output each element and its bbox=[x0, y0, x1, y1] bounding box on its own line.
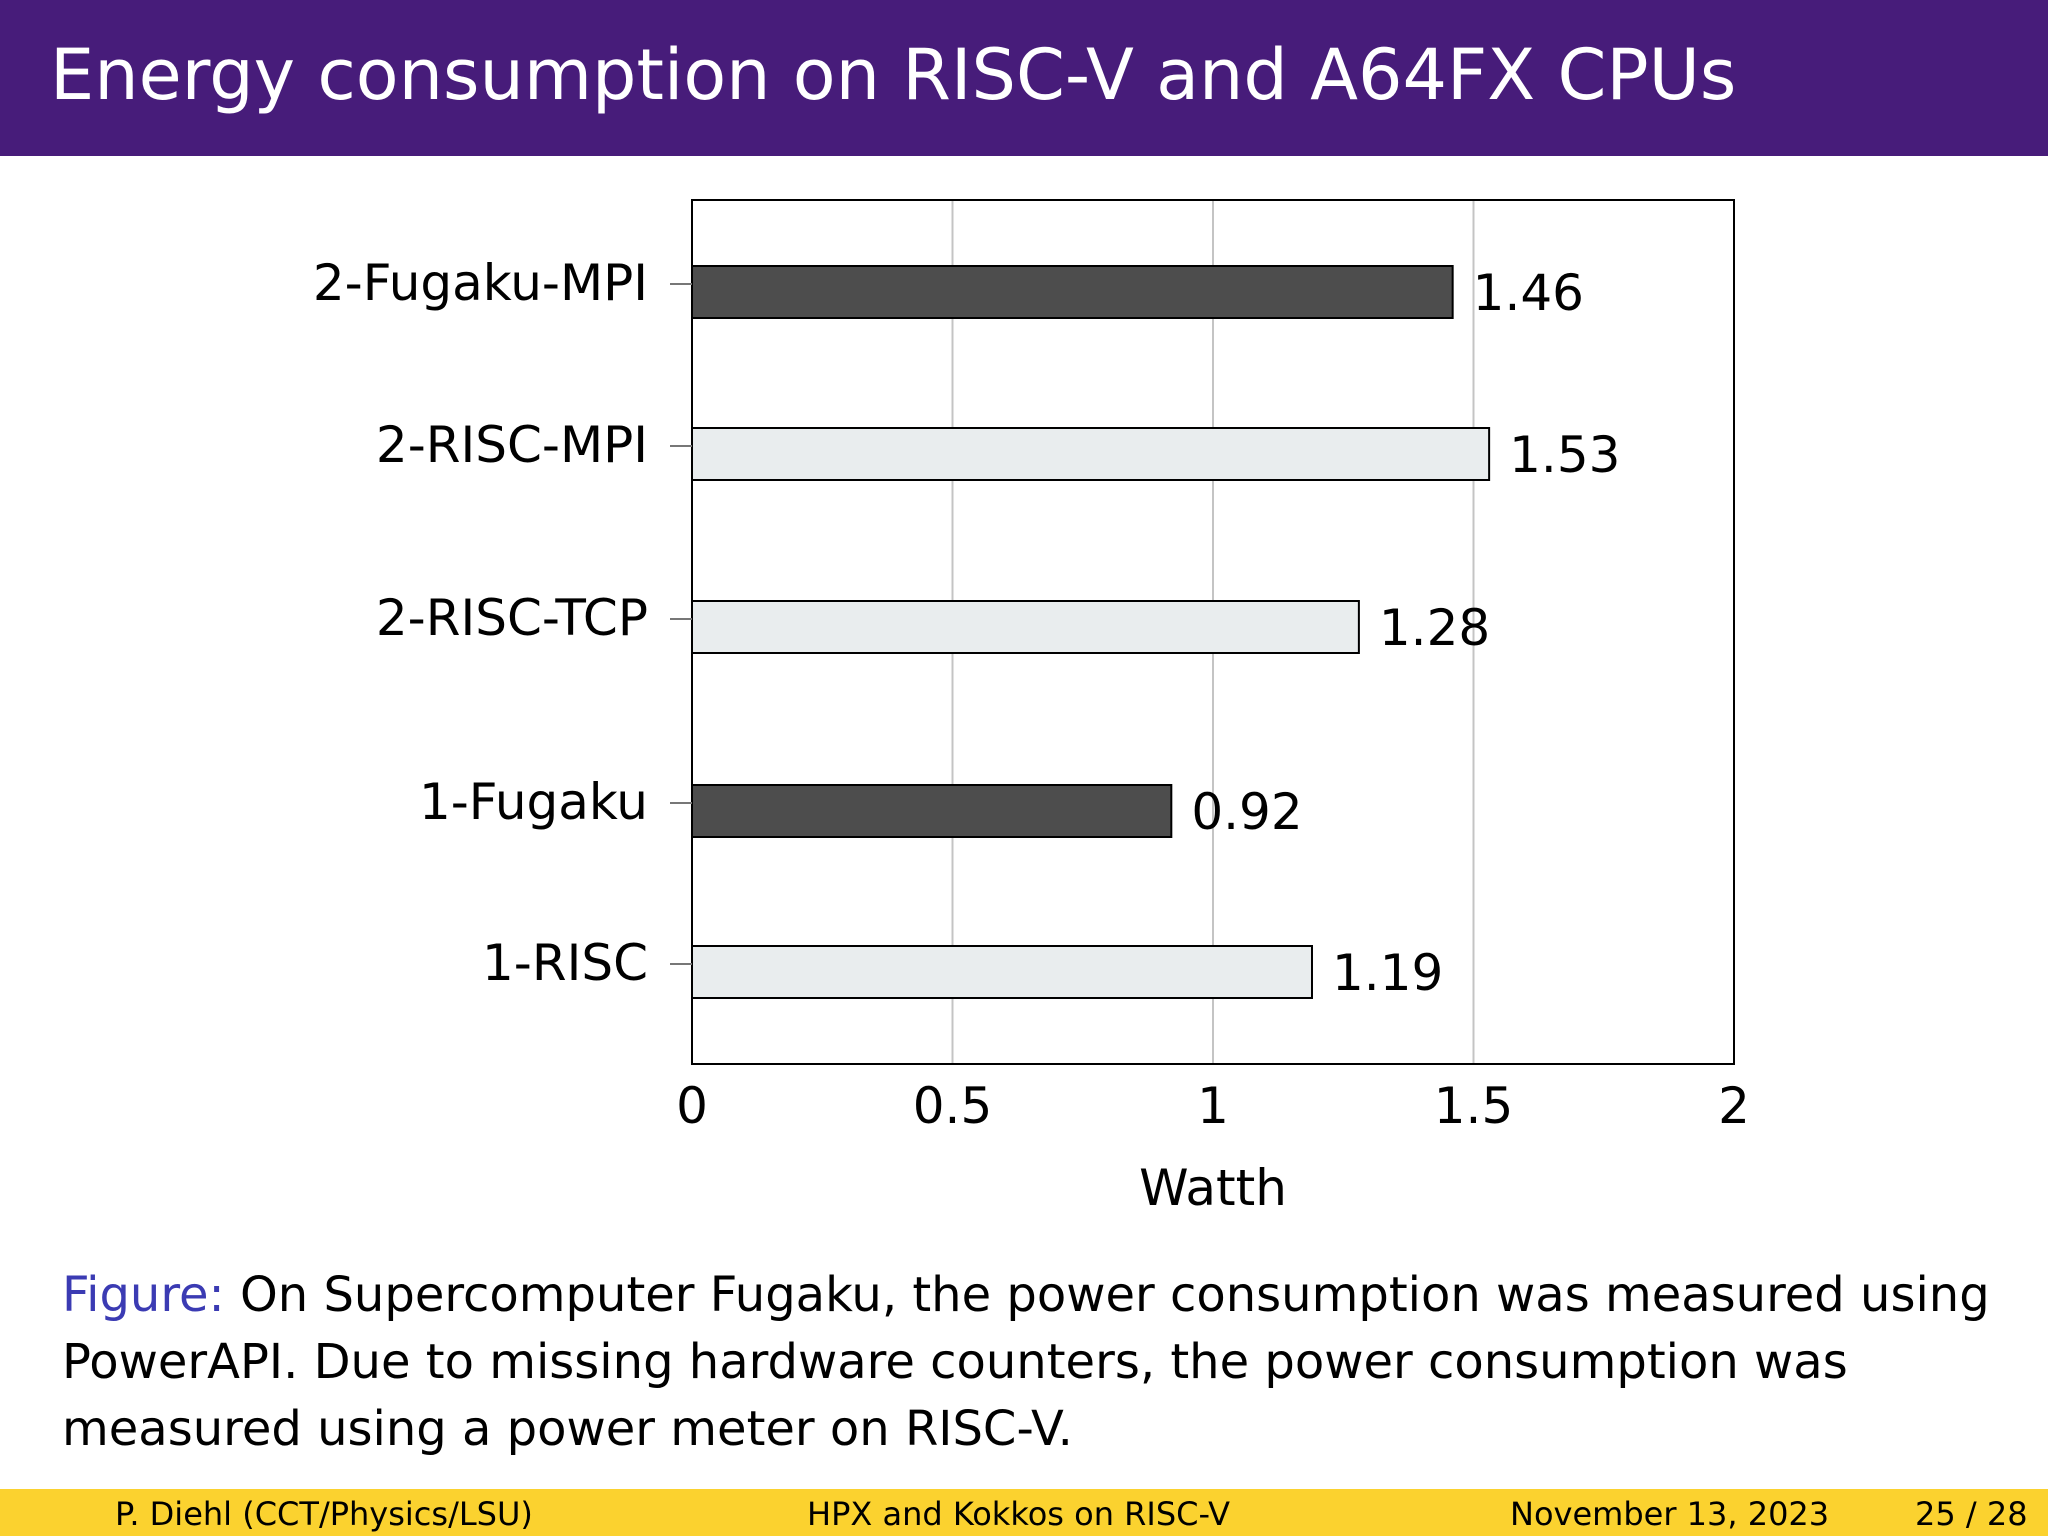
footer-bar: P. Diehl (CCT/Physics/LSU) HPX and Kokko… bbox=[0, 1489, 2048, 1536]
y-tick-label: 1-Fugaku bbox=[419, 773, 648, 831]
figure-caption: Figure: On Supercomputer Fugaku, the pow… bbox=[62, 1262, 1992, 1463]
bar-1-risc bbox=[691, 945, 1313, 999]
plot-frame bbox=[691, 199, 1735, 1065]
x-tick-label: 1.5 bbox=[1434, 1077, 1514, 1135]
bars: 1.19 0.92 1.28 1.53 1.46 bbox=[691, 264, 1620, 1002]
data-label: 1.28 bbox=[1379, 599, 1490, 657]
y-tick-label: 1-RISC bbox=[482, 934, 648, 992]
bar-chart: 1.19 0.92 1.28 1.53 1.46 1-RISC 1-Fugaku 2-RIS… bbox=[313, 199, 1750, 1217]
x-axis-label: Watth bbox=[1139, 1159, 1287, 1217]
slide-title: Energy consumption on RISC-V and A64FX C… bbox=[50, 34, 1737, 116]
data-label: 0.92 bbox=[1191, 783, 1302, 841]
footer-date: November 13, 2023 bbox=[1510, 1495, 1830, 1533]
title-bar: Energy consumption on RISC-V and A64FX C… bbox=[0, 0, 2048, 156]
x-ticks: 0 0.5 1 1.5 2 bbox=[676, 1077, 1750, 1135]
footer-talk-title: HPX and Kokkos on RISC-V bbox=[807, 1495, 1231, 1533]
y-tick-label: 2-RISC-MPI bbox=[376, 416, 648, 474]
bar-2-risc-mpi bbox=[691, 427, 1491, 481]
x-tick-label: 2 bbox=[1718, 1077, 1750, 1135]
x-tick-label: 0.5 bbox=[913, 1077, 993, 1135]
bar-2-fugaku-mpi bbox=[691, 265, 1454, 319]
data-label: 1.19 bbox=[1332, 944, 1443, 1002]
footer-page-number: 25 / 28 bbox=[1915, 1495, 2028, 1533]
caption-text: On Supercomputer Fugaku, the power consu… bbox=[62, 1267, 1990, 1457]
x-tick-label: 0 bbox=[676, 1077, 708, 1135]
x-tick-label: 1 bbox=[1197, 1077, 1229, 1135]
bar-2-risc-tcp bbox=[691, 600, 1360, 654]
bar-1-fugaku bbox=[691, 784, 1173, 838]
y-ticks: 1-RISC 1-Fugaku 2-RISC-TCP 2-RISC-MPI 2-Fuga… bbox=[313, 254, 692, 992]
y-tick-label: 2-RISC-TCP bbox=[376, 589, 648, 647]
data-label: 1.46 bbox=[1473, 264, 1584, 322]
data-label: 1.53 bbox=[1509, 426, 1620, 484]
y-tick-label: 2-Fugaku-MPI bbox=[313, 254, 648, 312]
footer-author: P. Diehl (CCT/Physics/LSU) bbox=[115, 1495, 533, 1533]
caption-label: Figure: bbox=[62, 1267, 225, 1323]
